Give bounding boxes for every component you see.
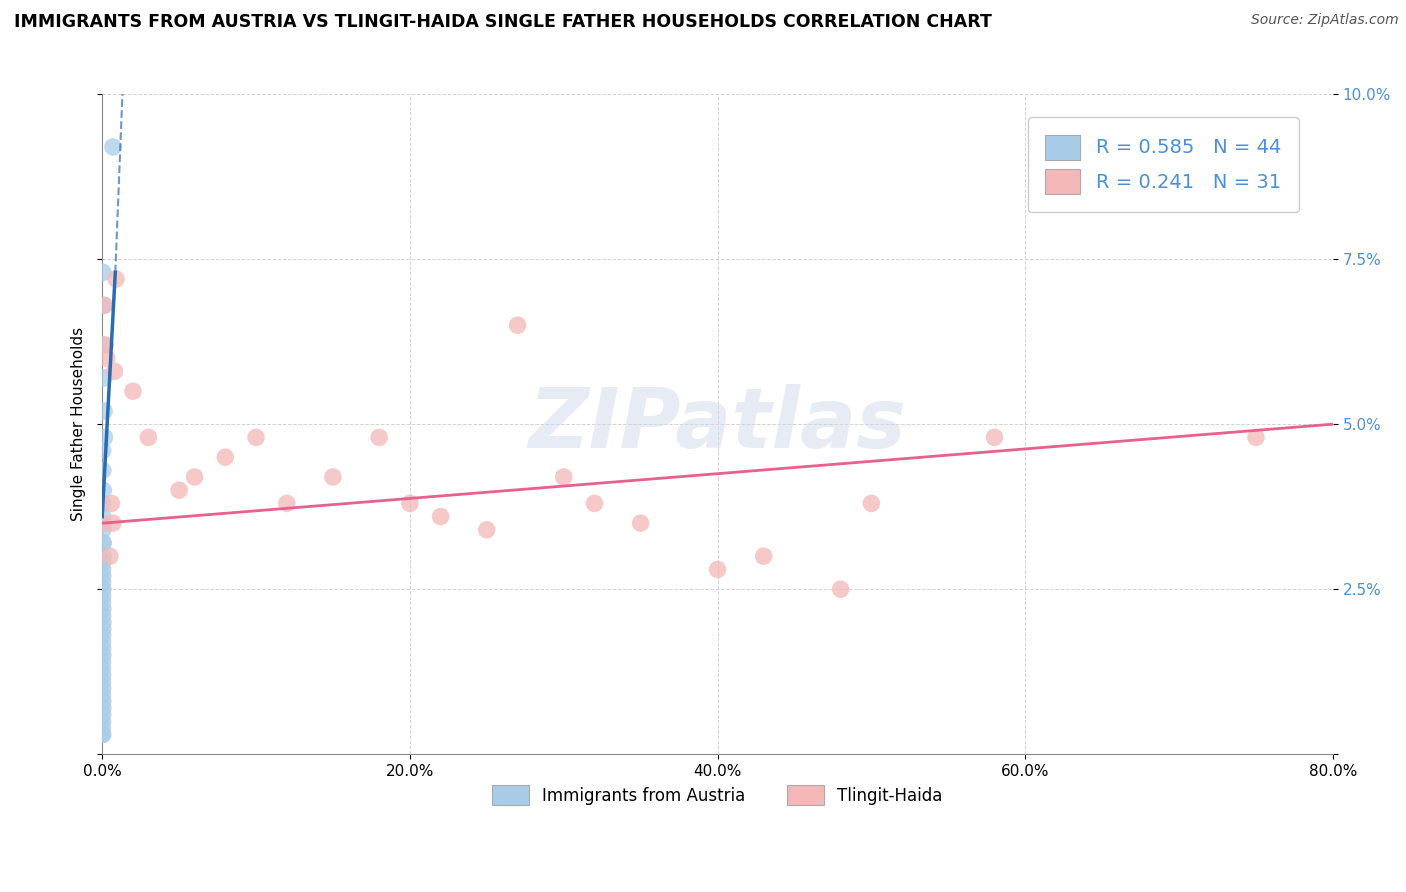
Point — [752, 549, 775, 564]
Point — [368, 430, 391, 444]
Point — [91, 569, 114, 583]
Y-axis label: Single Father Households: Single Father Households — [72, 327, 86, 521]
Point — [94, 338, 117, 352]
Point — [91, 523, 114, 537]
Point — [122, 384, 145, 399]
Legend: Immigrants from Austria, Tlingit-Haida: Immigrants from Austria, Tlingit-Haida — [485, 778, 949, 812]
Point — [276, 496, 298, 510]
Point — [91, 562, 114, 576]
Point — [553, 470, 575, 484]
Point — [506, 318, 529, 333]
Point — [860, 496, 883, 510]
Point — [91, 265, 114, 279]
Point — [93, 430, 115, 444]
Point — [91, 602, 114, 616]
Point — [91, 628, 114, 642]
Point — [91, 443, 114, 458]
Point — [96, 351, 118, 366]
Point — [93, 404, 115, 418]
Point — [91, 608, 114, 623]
Point — [91, 483, 114, 498]
Point — [93, 516, 115, 531]
Point — [91, 595, 114, 609]
Point — [100, 496, 122, 510]
Point — [91, 536, 114, 550]
Text: ZIPatlas: ZIPatlas — [529, 384, 907, 465]
Point — [475, 523, 498, 537]
Point — [91, 688, 114, 702]
Point — [105, 272, 128, 286]
Point — [138, 430, 160, 444]
Point — [1244, 430, 1267, 444]
Point — [91, 668, 114, 682]
Point — [91, 589, 114, 603]
Point — [630, 516, 652, 531]
Point — [91, 707, 114, 722]
Point — [91, 463, 114, 477]
Text: IMMIGRANTS FROM AUSTRIA VS TLINGIT-HAIDA SINGLE FATHER HOUSEHOLDS CORRELATION CH: IMMIGRANTS FROM AUSTRIA VS TLINGIT-HAIDA… — [14, 13, 993, 31]
Point — [91, 721, 114, 735]
Point — [245, 430, 267, 444]
Point — [91, 338, 114, 352]
Point — [93, 298, 115, 312]
Point — [399, 496, 422, 510]
Point — [93, 298, 115, 312]
Point — [93, 371, 115, 385]
Point — [91, 694, 114, 708]
Point — [91, 655, 114, 669]
Point — [91, 714, 114, 729]
Point — [91, 622, 114, 636]
Point — [91, 701, 114, 715]
Point — [429, 509, 451, 524]
Point — [101, 516, 124, 531]
Point — [91, 496, 114, 510]
Point — [101, 140, 124, 154]
Point — [167, 483, 190, 498]
Point — [91, 556, 114, 570]
Text: Source: ZipAtlas.com: Source: ZipAtlas.com — [1251, 13, 1399, 28]
Point — [830, 582, 852, 597]
Point — [91, 674, 114, 689]
Point — [91, 727, 114, 741]
Point — [91, 536, 114, 550]
Point — [91, 582, 114, 597]
Point — [91, 509, 114, 524]
Point — [91, 575, 114, 590]
Point — [98, 549, 121, 564]
Point — [183, 470, 205, 484]
Point — [91, 727, 114, 741]
Point — [91, 549, 114, 564]
Point — [91, 635, 114, 649]
Point — [983, 430, 1005, 444]
Point — [91, 661, 114, 675]
Point — [91, 615, 114, 630]
Point — [583, 496, 606, 510]
Point — [706, 562, 728, 576]
Point — [91, 681, 114, 696]
Point — [103, 364, 125, 378]
Point — [91, 641, 114, 656]
Point — [322, 470, 344, 484]
Point — [214, 450, 236, 465]
Point — [91, 648, 114, 663]
